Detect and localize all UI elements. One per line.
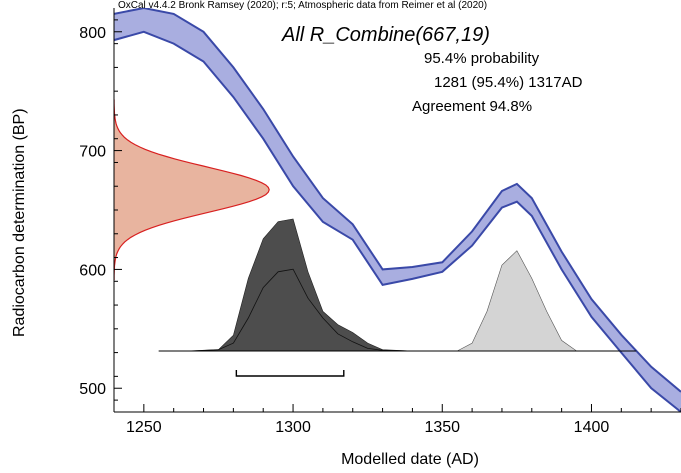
x-tick-label: 1250 (126, 419, 162, 436)
range-label: 1281 (95.4%) 1317AD (434, 74, 583, 91)
y-tick-label: 500 (79, 381, 106, 398)
y-tick-label: 800 (79, 25, 106, 42)
posterior-combined-dark (158, 218, 413, 352)
y-tick-label: 600 (79, 262, 106, 279)
plot-area (114, 8, 681, 412)
y-tick-label: 700 (79, 144, 106, 161)
x-tick-label: 1350 (424, 419, 460, 436)
credit-line: OxCal v4.4.2 Bronk Ramsey (2020); r:5; A… (118, 0, 488, 11)
calibration-curve-upper (114, 8, 681, 393)
x-tick-label: 1300 (275, 419, 311, 436)
agreement-label: Agreement 94.8% (412, 98, 533, 115)
y-axis-label: Radiocarbon determination (BP) (11, 108, 28, 337)
x-tick-label: 1400 (574, 419, 610, 436)
posterior-individual-line (158, 268, 413, 352)
calibration-curve-lower (114, 30, 681, 412)
measured-date-distribution (114, 99, 270, 281)
x-axis-label: Modelled date (AD) (341, 451, 479, 468)
calibration-curve-band (114, 8, 681, 412)
axes: 1250 1300 1350 1400 500 600 700 800 (79, 8, 681, 436)
chart-title: All R_Combine(667,19) (282, 24, 490, 46)
probability-label: 95.4% probability (424, 50, 540, 67)
measured-date-outline (114, 99, 270, 281)
range-bracket (235, 370, 345, 377)
